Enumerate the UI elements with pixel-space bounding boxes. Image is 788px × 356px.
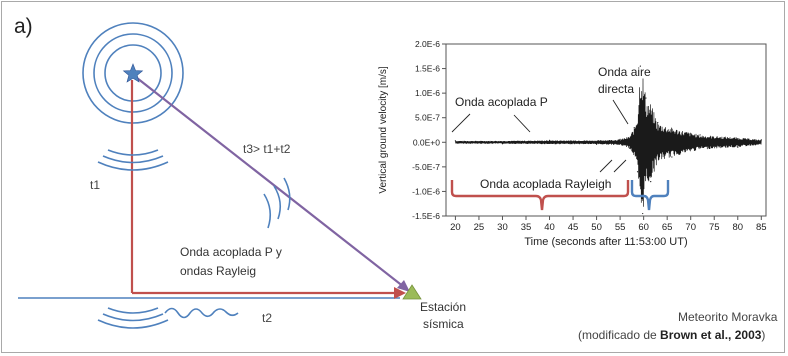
wave-label-line2: ondas Rayleig [180,264,257,278]
annotation-air-wave-line2: directa [598,82,634,96]
trace-point [619,138,621,140]
path-arrowhead [394,287,406,299]
station-triangle-icon [402,284,422,300]
credit-citation: Brown et al., 2003 [660,328,762,342]
direct-path-t3 [136,77,405,288]
trace-point [501,143,504,145]
x-tick-label: 35 [521,222,532,233]
annotation-air-wave-line1: Onda aire [598,65,651,79]
plot-area [445,43,767,217]
y-tick-label: 1.0E-6 [415,88,440,98]
x-tick-label: 85 [756,222,767,233]
wavefront-arcs-t1 [97,149,169,171]
trace-point [671,156,673,158]
rayleigh-pointer-2 [613,159,627,173]
credit-suffix: ) [761,328,766,342]
x-tick-label: 25 [474,222,485,233]
credit-line2: (modificado de Brown et al., 2003) [578,328,765,342]
direct-path-arrowhead [397,280,410,292]
trace-point [645,97,647,99]
x-tick-label: 65 [662,222,673,233]
trace-point [657,122,659,124]
seismogram-trace [455,78,762,207]
y-tick-label: -1.0E-6 [412,186,440,196]
y-tick-label: -5.0E-7 [412,162,440,172]
trace-point [628,147,631,149]
trace-point [760,139,762,141]
x-tick-label: 75 [709,222,720,233]
trace-point [595,143,598,145]
trace-point [639,65,641,67]
annotation-rayleigh: Onda acoplada Rayleigh [480,177,611,191]
rayleigh-pointer-1 [599,159,613,173]
x-tick-label: 60 [638,222,649,233]
p-wave-pointer-left [451,113,471,133]
x-tick-label: 70 [685,222,696,233]
y-tick-label: 2.0E-6 [415,39,440,49]
trace-point [548,139,551,141]
y-tick-label: 0.0E+0 [413,137,440,147]
y-tick-label: 5.0E-7 [415,113,440,123]
coupled-wave-brace-red [450,180,630,211]
panel-label: a) [14,15,33,38]
trace-point [636,171,639,173]
y-tick-label: 1.5E-6 [415,64,440,74]
trace-point [650,181,652,183]
wavefront-arcs-t3 [263,177,291,229]
x-tick-label: 20 [450,222,461,233]
trace-point [633,126,635,129]
x-ticks: 20 25 30 35 40 45 50 55 60 65 70 75 80 85 [450,216,767,233]
wave-label-line1: Onda acoplada P y [180,245,282,259]
air-wave-pointer [612,99,629,125]
t3-label: t3> t1+t2 [243,142,291,156]
trace-point [454,140,457,142]
x-tick-label: 45 [568,222,579,233]
trace-points [454,65,762,215]
y-tick-label: -1.5E-6 [412,211,440,221]
air-wave-brace-blue [630,180,670,211]
credit-line1: Meteorito Moravka [678,310,778,324]
x-tick-label: 80 [732,222,743,233]
station-label-line2: sísmica [423,317,464,331]
trace-point [699,134,701,136]
x-tick-label: 30 [497,222,508,233]
station-label-line1: Estación [420,300,467,314]
source-star-icon [122,63,144,83]
credit-prefix: (modificado de [578,328,661,342]
surface-wave-squiggle-icon [164,307,239,319]
trace-point [642,212,644,215]
t1-label: t1 [90,178,101,192]
annotation-p-wave: Onda acoplada P [455,95,548,109]
x-axis-label: Time (seconds after 11:53:00 UT) [524,236,687,248]
t2-label: t2 [262,311,273,325]
y-ticks: 2.0E-6 1.5E-6 1.0E-6 5.0E-7 0.0E+0 -5.0E-7 -1.… [412,39,446,221]
x-tick-label: 50 [591,222,602,233]
x-tick-label: 40 [544,222,555,233]
p-wave-pointer-right [513,114,531,133]
y-axis-label: Vertical ground velocity [m/s] [378,66,389,193]
trace-point [737,146,739,148]
x-tick-label: 55 [615,222,626,233]
wavefront-arcs-ground [97,307,169,329]
